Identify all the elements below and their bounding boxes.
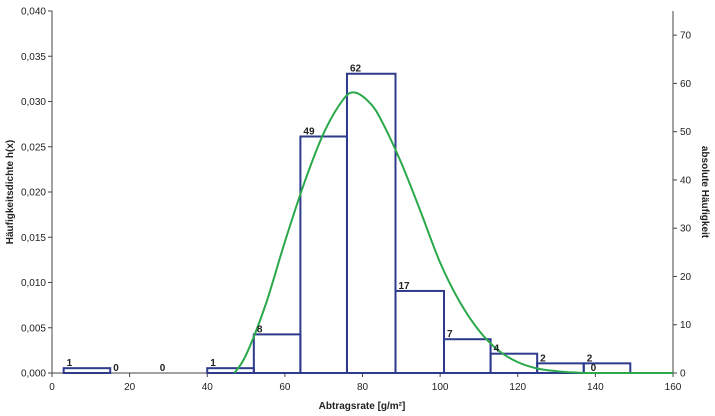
y-axis-title-right: absolute Häufigkeit <box>699 146 710 239</box>
y-tick-label-right: 60 <box>680 79 692 90</box>
y-tick-label-left: 0,040 <box>21 7 46 18</box>
y-tick-label-left: 0,035 <box>21 52 46 63</box>
x-tick-label: 160 <box>665 382 682 393</box>
bar-count-label: 8 <box>257 324 263 335</box>
y-tick-label-right: 70 <box>680 31 692 42</box>
density-curve-group <box>233 91 674 375</box>
chart-axes <box>51 11 674 374</box>
histogram-bar <box>443 338 492 375</box>
x-tick-label: 100 <box>432 382 449 393</box>
x-tick-label: 60 <box>279 382 291 393</box>
y-tick-label-right: 0 <box>680 369 686 380</box>
bar-count-label: 4 <box>494 344 500 355</box>
x-axis-title: Abtragsrate [g/m²] <box>319 401 406 412</box>
y-tick-label-right: 40 <box>680 175 692 186</box>
y-tick-label-left: 0,015 <box>21 233 46 244</box>
bar-count-label: 49 <box>303 126 315 137</box>
bar-count-label: 1 <box>67 358 73 369</box>
y-tick-label-left: 0,025 <box>21 142 46 153</box>
y-tick-label-right: 30 <box>680 224 692 235</box>
y-tick-label-left: 0,005 <box>21 323 46 334</box>
bar-count-label: 7 <box>447 329 453 340</box>
chart-ticks: 0 20 40 60 80 100 120 140 1600,0000,0050,0100,01… <box>21 7 692 394</box>
histogram-bar <box>345 72 397 374</box>
x-tick-label: 40 <box>202 382 214 393</box>
bar-count-label: 17 <box>398 281 410 292</box>
density-curve <box>233 91 674 375</box>
bar-count-label: 0 <box>160 363 166 374</box>
bar-count-label: 0 <box>591 363 597 374</box>
x-tick-label: 120 <box>509 382 526 393</box>
x-tick-label: 140 <box>587 382 604 393</box>
y-tick-label-right: 50 <box>680 127 692 138</box>
histogram-bar <box>489 352 539 374</box>
histogram-bar <box>62 367 112 375</box>
y-tick-label-left: 0,030 <box>21 97 46 108</box>
y-tick-label-left: 0,000 <box>21 369 46 380</box>
bar-count-label: 1 <box>210 358 216 369</box>
bar-count-label: 2 <box>540 353 546 364</box>
histogram-bars <box>62 72 632 375</box>
y-tick-label-right: 10 <box>680 320 692 331</box>
y-axis-title-left: Häufigkeitsdichte h(x) <box>5 140 16 244</box>
x-tick-label: 0 <box>49 382 55 393</box>
x-tick-label: 20 <box>124 382 136 393</box>
bar-count-label: 2 <box>587 353 593 364</box>
y-tick-label-left: 0,020 <box>21 188 46 199</box>
histogram-bar <box>394 289 446 374</box>
y-tick-label-left: 0,010 <box>21 278 46 289</box>
bar-count-label: 62 <box>350 64 362 75</box>
x-tick-label: 80 <box>357 382 369 393</box>
histogram-bar <box>252 333 302 374</box>
bar-count-label: 0 <box>113 363 119 374</box>
y-tick-label-right: 20 <box>680 272 692 283</box>
